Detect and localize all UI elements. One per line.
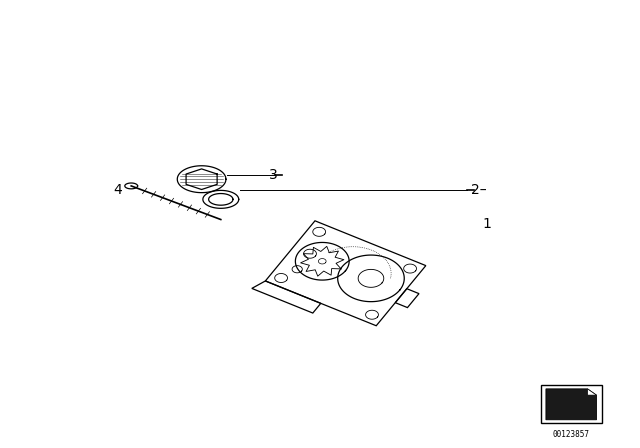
Text: 4: 4	[113, 183, 122, 198]
Text: 2–: 2–	[471, 183, 486, 198]
Bar	[541, 385, 602, 423]
Text: 1: 1	[482, 217, 491, 231]
Polygon shape	[546, 389, 596, 420]
Text: 00123857: 00123857	[553, 430, 589, 439]
Polygon shape	[588, 389, 596, 395]
Text: 3: 3	[269, 168, 278, 182]
